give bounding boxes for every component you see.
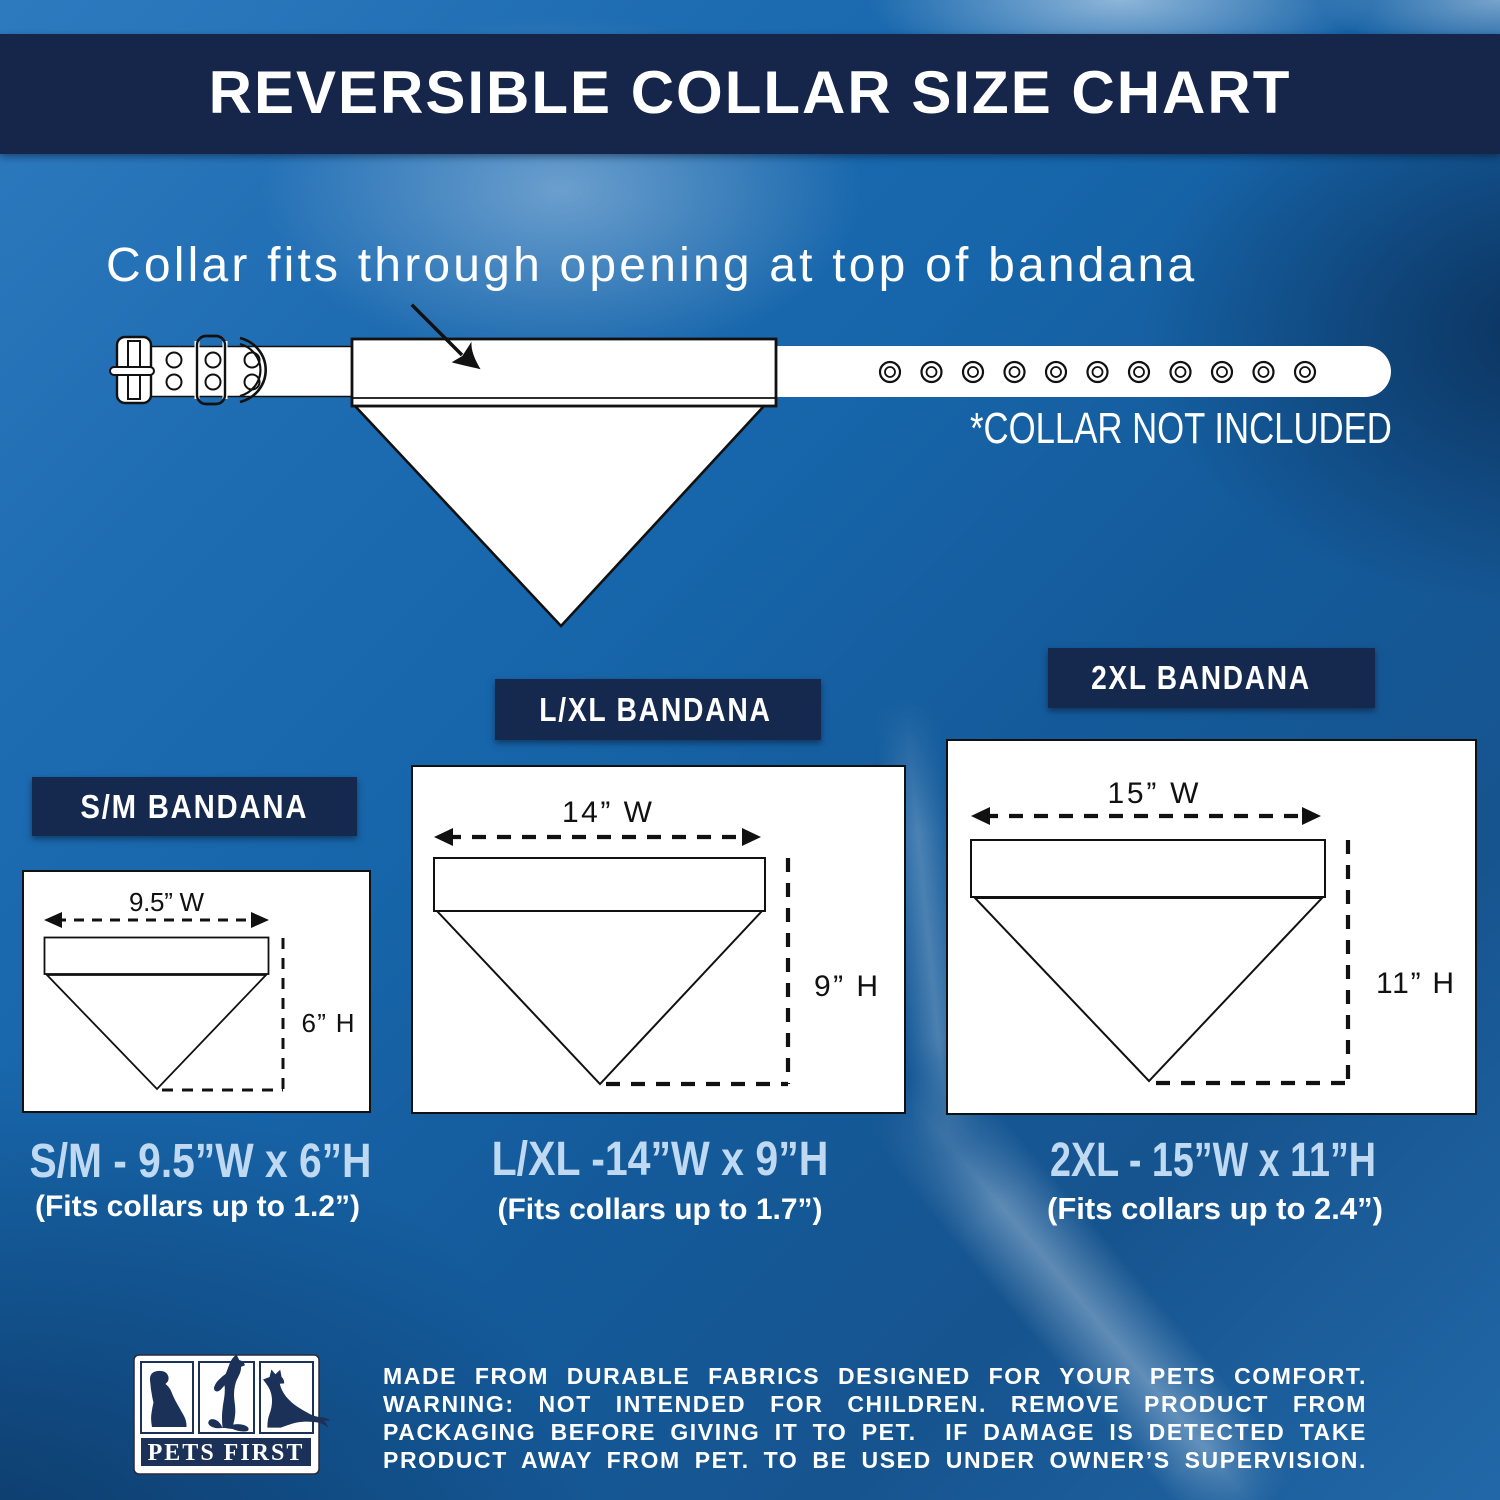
svg-text:PETS FIRST: PETS FIRST xyxy=(148,1440,305,1466)
svg-text:9.5” W: 9.5” W xyxy=(129,887,204,917)
svg-text:9” H: 9” H xyxy=(814,970,878,1003)
svg-text:15” W: 15” W xyxy=(1108,777,1200,810)
svg-text:14” W: 14” W xyxy=(562,796,653,829)
svg-text:6” H: 6” H xyxy=(302,1008,355,1038)
svg-text:11” H: 11” H xyxy=(1376,967,1454,1000)
